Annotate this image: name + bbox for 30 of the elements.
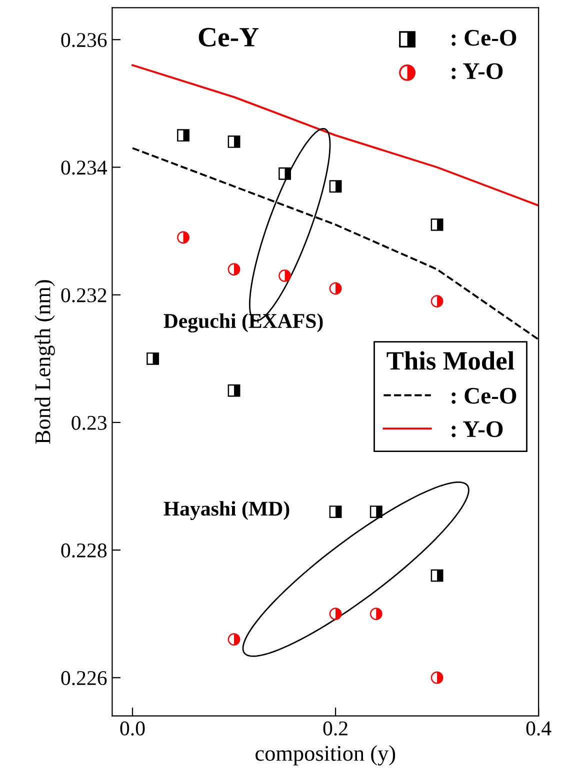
- point: [329, 180, 342, 193]
- point: [278, 167, 291, 180]
- y-tick-label: 0.234: [61, 160, 108, 175]
- y-tick-label: 0.23: [72, 416, 107, 430]
- point: [370, 506, 382, 518]
- point: [430, 218, 444, 231]
- annotation: Deguchi (EXAFS): [164, 313, 323, 332]
- legend-label: : Ce-O: [452, 30, 516, 46]
- point: [430, 569, 444, 582]
- x-tick-label: 0.0: [120, 721, 145, 736]
- line-series: [132, 64, 539, 207]
- x-tick-label: 0.2: [323, 721, 348, 736]
- point: [146, 352, 160, 365]
- point: [228, 384, 240, 397]
- x-axis-title: composition (y): [256, 745, 396, 766]
- y-tick-label: 0.228: [61, 543, 107, 558]
- x-tick-label: 0.4: [526, 721, 552, 736]
- y-tick-label: 0.226: [61, 671, 107, 686]
- annotation: Hayashi (MD): [164, 501, 290, 520]
- y-tick-label: 0.232: [61, 288, 106, 302]
- legend-label: : Y-O: [452, 421, 503, 438]
- y-axis-title: Bond Length (nm): [34, 280, 55, 444]
- legend-title: This Model: [386, 351, 514, 370]
- y-tick-label: 0.236: [61, 33, 107, 48]
- annotation: Ce-Y: [198, 28, 259, 47]
- point: [177, 129, 190, 142]
- point: [329, 506, 342, 518]
- point: [228, 136, 240, 148]
- legend-label: : Y-O: [452, 63, 503, 80]
- legend-label: : Ce-O: [452, 388, 516, 404]
